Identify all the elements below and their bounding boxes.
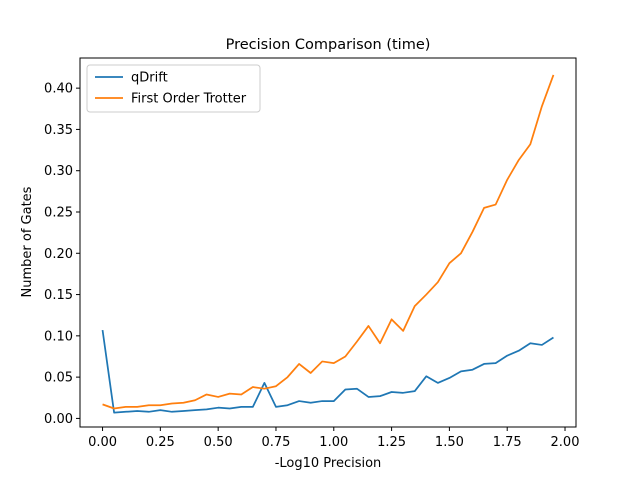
x-tick-label: 0.75	[261, 435, 290, 450]
plot-frame	[79, 57, 577, 428]
plot-lines	[101, 74, 555, 414]
x-tick-label: 0.50	[204, 435, 233, 450]
y-tick-label: 0.25	[44, 205, 73, 220]
y-tick-label: 0.05	[44, 371, 73, 386]
y-tick-label: 0.15	[44, 288, 73, 303]
x-tick-label: 1.00	[319, 435, 348, 450]
x-tick-label: 1.75	[493, 435, 522, 450]
legend-box	[86, 64, 261, 113]
y-tick-label: 0.30	[44, 164, 73, 179]
x-tick-label: 2.00	[551, 435, 580, 450]
x-axis-ticks: 0.00 0.25 0.50 0.75 1.00 1.25 1.50 1.75 2.00	[88, 427, 579, 450]
y-tick-label: 0.35	[44, 123, 73, 138]
y-axis-ticks: 0.00 0.05 0.10 0.15 0.20 0.25 0.30 0.35 0.40	[44, 82, 80, 427]
y-tick-label: 0.40	[44, 82, 73, 97]
x-tick-label: 1.25	[377, 435, 406, 450]
chart-title: Precision Comparison (time)	[226, 37, 431, 53]
y-tick-label: 0.10	[44, 329, 73, 344]
y-tick-label: 0.00	[44, 412, 73, 427]
legend-label: First Order Trotter	[131, 92, 247, 107]
legend-label: qDrift	[131, 71, 168, 86]
y-tick-label: 0.20	[44, 247, 73, 262]
series-line-first-order-trotter	[102, 74, 555, 410]
x-tick-label: 1.50	[435, 435, 464, 450]
series-line-qdrift	[101, 329, 554, 414]
y-axis-label: Number of Gates	[20, 186, 35, 297]
x-axis-label: -Log10 Precision	[275, 456, 382, 471]
legend: qDrift First Order Trotter	[86, 64, 261, 113]
x-tick-label: 0.00	[88, 435, 117, 450]
x-tick-label: 0.25	[146, 435, 175, 450]
